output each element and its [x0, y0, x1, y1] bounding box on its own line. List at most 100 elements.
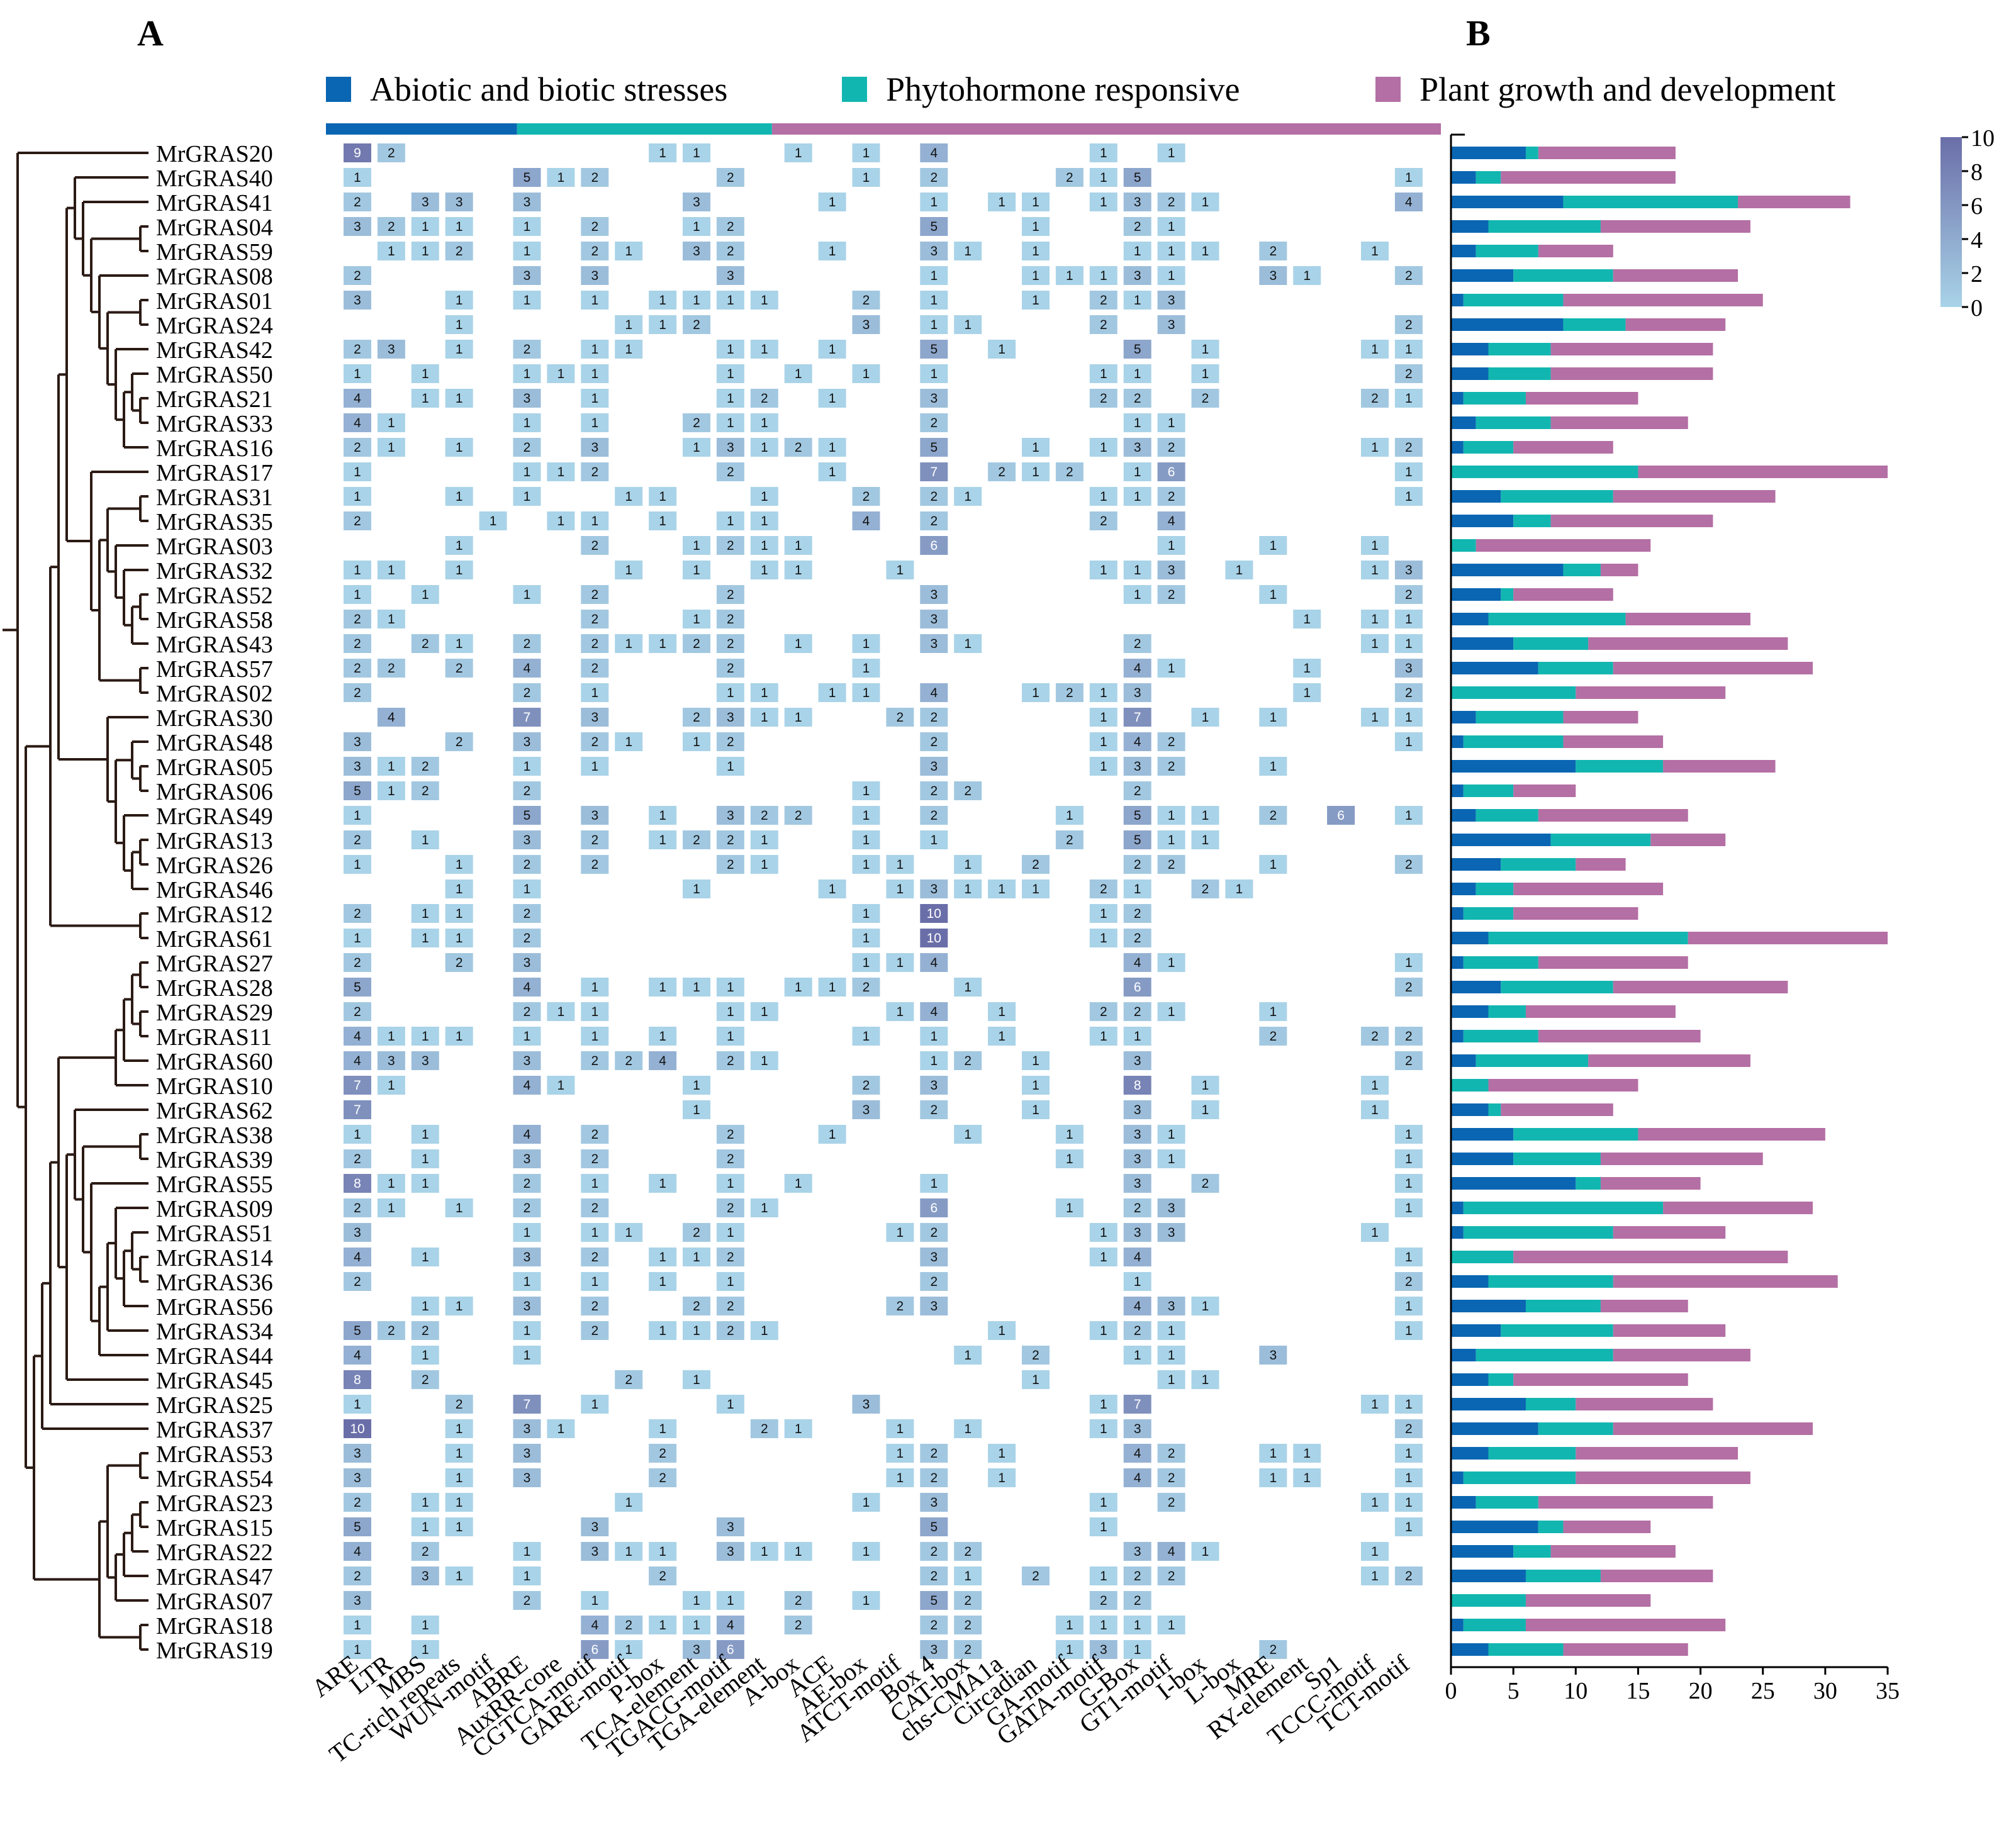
heat-cell-value: 2	[1168, 195, 1175, 209]
heat-cell-value: 3	[1134, 269, 1141, 283]
heat-cell-value: 1	[1066, 1643, 1073, 1657]
heat-cell-value: 1	[1405, 735, 1413, 749]
heat-cell-value: 3	[1134, 1152, 1141, 1166]
heat-cell-value: 3	[1134, 686, 1141, 700]
heat-cell-value: 2	[354, 195, 361, 209]
heat-cell-value: 1	[1371, 1495, 1379, 1510]
heat-cell	[615, 1616, 643, 1634]
heat-cell	[852, 978, 880, 997]
heat-cell-value: 1	[693, 220, 700, 234]
heat-cell	[649, 1566, 677, 1585]
heat-cell-value: 1	[693, 1618, 700, 1633]
heat-cell	[513, 1027, 541, 1046]
stacked-bar-segment	[1513, 1373, 1688, 1386]
heat-cell	[1123, 1321, 1151, 1340]
gene-label: MrGRAS32	[156, 558, 273, 584]
stacked-bar-segment	[1563, 735, 1664, 748]
heat-cell	[344, 1248, 371, 1266]
stacked-bar-segment	[1525, 1594, 1651, 1607]
heat-cell-value: 3	[930, 882, 938, 896]
heat-cell-value: 2	[388, 146, 395, 160]
heat-cell-value: 2	[1405, 440, 1413, 455]
heat-cell-value: 1	[625, 489, 632, 504]
heat-cell	[445, 1468, 473, 1487]
heat-cell	[1394, 438, 1423, 457]
heat-cell	[1123, 1051, 1151, 1070]
heat-cell-value: 2	[964, 1594, 972, 1608]
heat-cell	[445, 1395, 473, 1414]
gene-label: MrGRAS60	[156, 1049, 273, 1075]
heat-cell-value: 1	[1303, 1446, 1311, 1461]
heat-cell	[344, 610, 371, 628]
heat-cell	[344, 1002, 371, 1021]
heat-cell	[818, 879, 846, 898]
heat-cell-value: 2	[524, 1594, 531, 1608]
stacked-bar-segment	[1663, 1202, 1813, 1214]
heat-cell-value: 1	[1100, 563, 1107, 578]
heat-cell-value: 1	[1032, 1054, 1039, 1068]
heat-cell-value: 2	[354, 1005, 361, 1019]
heat-cell-value: 1	[1032, 882, 1039, 896]
heat-cell-value: 1	[557, 170, 565, 185]
heat-cell	[1089, 1616, 1117, 1634]
heat-cell-value: 1	[727, 1029, 734, 1044]
heat-cell-value: 1	[1371, 440, 1379, 455]
heat-cell-value: 4	[1134, 1299, 1141, 1314]
heat-cell	[615, 1493, 643, 1512]
heat-cell	[649, 511, 677, 530]
heat-cell	[683, 1297, 710, 1315]
heat-cell	[411, 389, 439, 408]
heat-cell	[1394, 1517, 1423, 1536]
stacked-bar-segment	[1476, 883, 1514, 895]
heat-cell	[1089, 315, 1117, 334]
heat-cell	[1157, 487, 1185, 506]
heat-cell	[344, 1027, 371, 1046]
stacked-bar-segment	[1638, 466, 1888, 478]
heat-cell-value: 3	[524, 956, 531, 970]
heat-cell	[1394, 462, 1423, 481]
heat-cell-value: 4	[930, 146, 938, 160]
heat-cell-value: 1	[354, 367, 361, 381]
heat-cell	[1394, 978, 1423, 997]
heat-cell	[513, 634, 541, 653]
stacked-bar-segment	[1550, 367, 1713, 380]
heat-cell	[411, 1370, 439, 1389]
heat-cell	[344, 1542, 371, 1561]
stacked-bar-segment	[1476, 1496, 1538, 1509]
heat-cell	[1089, 757, 1117, 776]
heat-cell-value: 1	[1202, 195, 1209, 209]
heat-cell-value: 3	[930, 244, 938, 259]
heat-cell	[1327, 806, 1355, 825]
heat-cell-value: 2	[1032, 1569, 1039, 1583]
heat-cell-value: 1	[354, 588, 361, 602]
heat-cell	[1022, 1051, 1050, 1070]
heat-cell	[920, 757, 948, 776]
heat-cell-value: 7	[354, 1103, 361, 1117]
heat-cell	[683, 879, 710, 898]
heat-cell-value: 1	[659, 514, 666, 528]
heat-cell-value: 3	[1168, 1226, 1175, 1240]
stacked-bar-segment	[1488, 932, 1688, 944]
stacked-bar-segment	[1451, 1594, 1526, 1607]
bar-x-tick-label: 10	[1564, 1678, 1588, 1704]
heat-cell	[1123, 1444, 1151, 1463]
heat-cell	[1259, 1346, 1287, 1365]
heat-cell-value: 3	[1168, 1201, 1175, 1215]
heat-cell	[581, 806, 609, 825]
heat-cell	[852, 904, 880, 923]
heat-cell-value: 3	[1134, 1544, 1141, 1559]
heat-cell-value: 1	[1371, 612, 1379, 627]
heat-cell-value: 4	[1134, 735, 1141, 749]
heat-cell-value: 1	[1100, 1569, 1107, 1583]
heat-cell-value: 1	[964, 1348, 972, 1363]
heat-cell	[513, 1248, 541, 1266]
heat-cell	[513, 1076, 541, 1095]
heat-cell-value: 1	[1134, 244, 1141, 259]
heat-cell-value: 2	[761, 391, 768, 406]
heat-cell	[1157, 1149, 1185, 1168]
heat-cell	[920, 1566, 948, 1585]
stacked-bar-segment	[1613, 1275, 1838, 1288]
heat-cell	[920, 708, 948, 727]
heat-cell-value: 2	[354, 1201, 361, 1215]
heat-cell	[784, 806, 812, 825]
